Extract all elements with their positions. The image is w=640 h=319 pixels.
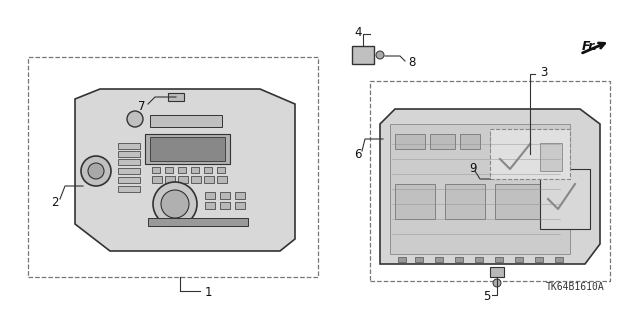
Circle shape <box>81 156 111 186</box>
Bar <box>395 184 435 219</box>
Bar <box>525 134 555 149</box>
Bar <box>390 124 570 254</box>
Bar <box>455 257 463 262</box>
Bar <box>118 143 140 149</box>
Polygon shape <box>145 134 230 164</box>
Bar <box>191 167 199 173</box>
Text: 4: 4 <box>355 26 362 39</box>
Bar <box>235 192 245 199</box>
Bar <box>545 184 580 219</box>
Bar <box>118 177 140 183</box>
Bar <box>490 129 570 179</box>
Bar <box>383 134 397 144</box>
Bar <box>178 167 186 173</box>
Bar <box>165 176 175 183</box>
Bar <box>430 134 455 149</box>
Bar <box>220 192 230 199</box>
Circle shape <box>493 279 501 287</box>
Bar <box>118 186 140 192</box>
Text: 1: 1 <box>205 286 212 300</box>
Bar <box>415 257 423 262</box>
Bar <box>150 115 222 127</box>
Text: 7: 7 <box>138 100 146 113</box>
Bar <box>220 202 230 209</box>
Bar <box>475 257 483 262</box>
Circle shape <box>376 51 384 59</box>
Bar <box>398 257 406 262</box>
Bar <box>490 267 504 277</box>
Polygon shape <box>75 89 295 251</box>
Text: Fr.: Fr. <box>582 41 598 54</box>
Bar <box>235 202 245 209</box>
Circle shape <box>153 182 197 226</box>
Bar <box>515 257 523 262</box>
Text: 9: 9 <box>469 162 477 175</box>
Bar <box>118 168 140 174</box>
Text: TK64B1610A: TK64B1610A <box>546 282 604 292</box>
Circle shape <box>387 148 395 156</box>
Bar <box>152 167 160 173</box>
Bar <box>495 184 540 219</box>
Text: 2: 2 <box>51 197 59 210</box>
Bar <box>555 257 563 262</box>
Circle shape <box>127 111 143 127</box>
Text: 6: 6 <box>355 147 362 160</box>
Circle shape <box>88 163 104 179</box>
Bar <box>217 176 227 183</box>
Circle shape <box>161 190 189 218</box>
Bar <box>535 257 543 262</box>
Bar <box>460 134 480 149</box>
Bar <box>118 159 140 165</box>
Text: 5: 5 <box>483 291 491 303</box>
Polygon shape <box>380 109 600 264</box>
Bar <box>490 134 520 149</box>
Bar <box>28 57 318 277</box>
Bar <box>204 167 212 173</box>
Bar <box>205 192 215 199</box>
Bar <box>217 167 225 173</box>
Text: 8: 8 <box>408 56 415 70</box>
Bar <box>435 257 443 262</box>
Bar <box>205 202 215 209</box>
Text: 3: 3 <box>540 65 547 78</box>
Bar <box>168 93 184 101</box>
Bar <box>191 176 201 183</box>
Bar <box>540 143 562 171</box>
Bar <box>178 176 188 183</box>
Bar <box>118 151 140 157</box>
Bar <box>165 167 173 173</box>
Bar <box>352 46 374 64</box>
Bar <box>370 81 610 281</box>
Polygon shape <box>150 137 225 161</box>
Bar <box>445 184 485 219</box>
Bar <box>540 169 590 229</box>
Bar <box>204 176 214 183</box>
Bar <box>395 134 425 149</box>
Bar <box>495 257 503 262</box>
Bar <box>148 218 248 226</box>
Bar <box>152 176 162 183</box>
